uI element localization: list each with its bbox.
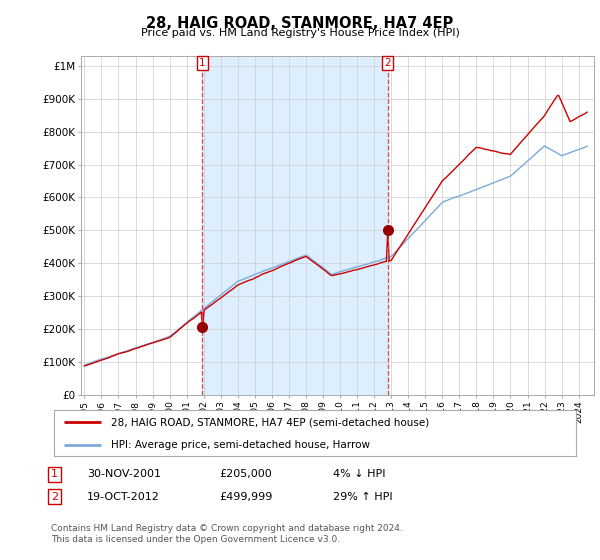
Text: HPI: Average price, semi-detached house, Harrow: HPI: Average price, semi-detached house,… [112, 440, 370, 450]
Text: 4% ↓ HPI: 4% ↓ HPI [333, 469, 386, 479]
Text: £205,000: £205,000 [219, 469, 272, 479]
Text: 1: 1 [51, 469, 58, 479]
Text: 28, HAIG ROAD, STANMORE, HA7 4EP (semi-detached house): 28, HAIG ROAD, STANMORE, HA7 4EP (semi-d… [112, 417, 430, 427]
Text: £499,999: £499,999 [219, 492, 272, 502]
Text: Price paid vs. HM Land Registry's House Price Index (HPI): Price paid vs. HM Land Registry's House … [140, 28, 460, 38]
Text: 30-NOV-2001: 30-NOV-2001 [87, 469, 161, 479]
Text: Contains HM Land Registry data © Crown copyright and database right 2024.
This d: Contains HM Land Registry data © Crown c… [51, 524, 403, 544]
Text: 1: 1 [199, 58, 206, 68]
Text: 2: 2 [51, 492, 58, 502]
Text: 29% ↑ HPI: 29% ↑ HPI [333, 492, 392, 502]
Bar [202, 56, 388, 395]
Text: 19-OCT-2012: 19-OCT-2012 [87, 492, 160, 502]
Text: 2: 2 [384, 58, 391, 68]
Text: 28, HAIG ROAD, STANMORE, HA7 4EP: 28, HAIG ROAD, STANMORE, HA7 4EP [146, 16, 454, 31]
